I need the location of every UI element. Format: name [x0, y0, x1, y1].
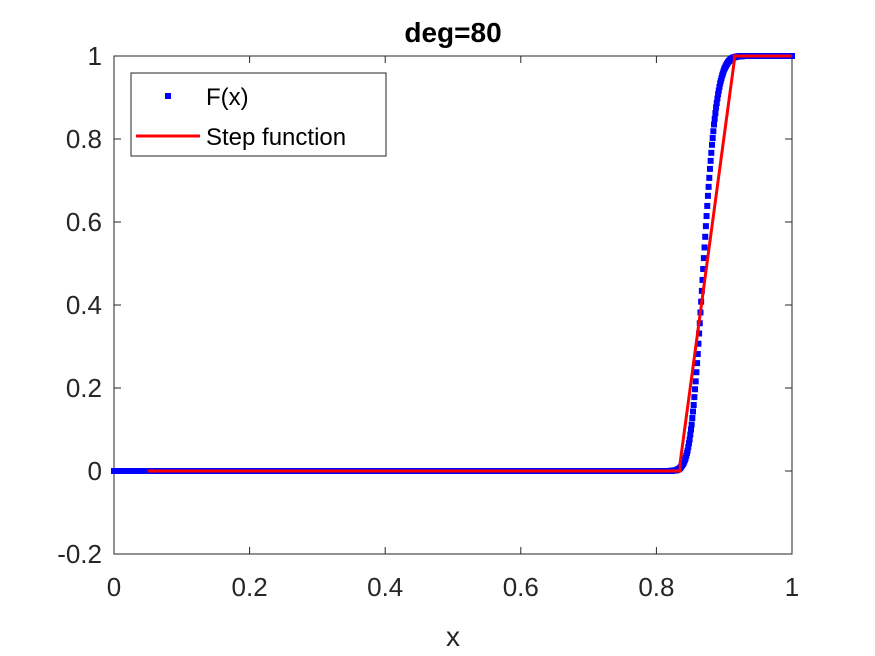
y-tick-label: -0.2: [57, 539, 102, 569]
fx-marker: [715, 87, 722, 94]
fx-marker: [692, 378, 699, 385]
fx-marker: [714, 95, 721, 102]
fx-marker: [712, 110, 719, 117]
fx-marker: [704, 192, 711, 199]
fx-marker: [709, 141, 715, 148]
x-tick-label: 0.4: [367, 572, 403, 602]
fx-marker: [690, 402, 697, 409]
y-tick-label: 0.4: [66, 290, 102, 320]
fx-marker: [700, 266, 707, 273]
fx-marker: [687, 431, 694, 438]
x-tick-label: 0.8: [638, 572, 674, 602]
fx-marker: [713, 100, 720, 107]
series-step-function: [147, 54, 792, 473]
data-series: [111, 53, 795, 474]
fx-marker: [707, 157, 714, 164]
fx-marker: [709, 135, 716, 142]
fx-marker: [701, 244, 708, 251]
legend-label-fx: F(x): [206, 84, 249, 111]
fx-marker: [713, 104, 720, 111]
tick-labels: 0 0.2 0.4 0.6 0.8 1-0.200.20.40.60.81: [57, 41, 799, 602]
legend-label-step: Step function: [206, 124, 346, 151]
fx-marker: [706, 165, 713, 172]
fx-marker: [705, 183, 712, 190]
y-tick-label: 0.2: [66, 373, 102, 403]
legend-box: [130, 72, 387, 157]
fx-marker: [711, 121, 718, 128]
y-tick-label: 0: [88, 456, 102, 486]
fx-marker: [689, 415, 696, 422]
fx-marker: [690, 408, 697, 415]
fx-marker: [711, 115, 718, 122]
x-tick-label: 0.2: [232, 572, 268, 602]
fx-marker: [694, 350, 701, 357]
y-tick-label: 0.8: [66, 124, 102, 154]
fx-marker: [685, 443, 692, 450]
fx-marker: [684, 447, 691, 454]
x-tick-label: 0: [107, 572, 121, 602]
fx-marker: [716, 83, 723, 90]
fx-marker: [688, 421, 695, 428]
fx-marker: [693, 369, 700, 376]
y-tick-label: 0.6: [66, 207, 102, 237]
x-tick-label: 0.6: [503, 572, 539, 602]
fx-marker: [696, 330, 703, 337]
fx-marker: [687, 426, 694, 433]
fx-marker: [699, 276, 706, 283]
legend-marker-fx: [165, 93, 171, 99]
fx-marker: [703, 213, 710, 220]
fx-marker: [694, 360, 701, 367]
fx-marker: [692, 386, 699, 393]
x-tick-label: 1: [785, 572, 799, 602]
fx-marker: [715, 91, 722, 98]
fx-marker: [710, 128, 717, 135]
fx-marker: [686, 436, 693, 443]
x-axis-title: x: [446, 621, 460, 652]
fx-marker: [702, 233, 709, 240]
fx-marker: [700, 255, 707, 262]
legend: F(x) Step function: [130, 72, 387, 157]
fx-marker: [685, 440, 692, 447]
fx-marker: [695, 340, 702, 347]
fx-marker: [691, 394, 698, 401]
fx-marker: [704, 202, 711, 209]
fx-marker: [706, 174, 713, 181]
y-tick-label: 1: [88, 41, 102, 71]
chart-title: deg=80: [404, 17, 501, 48]
fx-marker: [708, 149, 715, 156]
fx-marker: [702, 223, 709, 230]
